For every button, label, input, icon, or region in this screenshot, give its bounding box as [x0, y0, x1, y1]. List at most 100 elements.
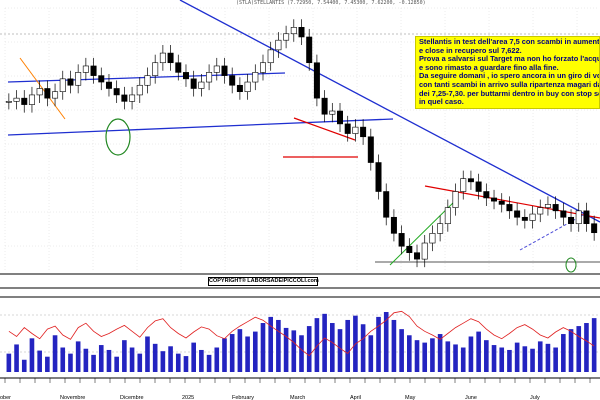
candle-body [467, 178, 474, 183]
candle-body [514, 210, 521, 218]
green-circle-marker [565, 257, 577, 273]
volume-bar [322, 313, 327, 372]
volume-bar [468, 336, 474, 372]
candle-body [98, 75, 105, 83]
annotation-line-2: e close in recupero sul 7,622. [419, 45, 522, 55]
candle-body [398, 233, 405, 247]
volume-bar [145, 336, 150, 372]
volume-bar [530, 348, 535, 372]
volume-bar [553, 347, 558, 372]
x-axis-label: June [465, 395, 477, 400]
volume-bar [345, 319, 351, 372]
volume-bar [376, 316, 381, 372]
volume-bar [60, 347, 66, 372]
candle-body [344, 123, 351, 134]
volume-bar [514, 342, 520, 372]
candle-body [82, 65, 89, 73]
x-axis-label: July [530, 395, 540, 400]
volume-bar [68, 353, 73, 372]
red-resistance-line-1 [293, 117, 356, 141]
candle-body [28, 94, 35, 105]
candle-body [568, 216, 575, 225]
volume-bar [407, 335, 412, 372]
candle-body [244, 81, 251, 93]
candle-body [583, 210, 590, 225]
volume-bar [183, 356, 189, 372]
candle-body [175, 62, 182, 73]
candle-body [506, 204, 513, 212]
annotation-line-8: in quel caso. [419, 97, 464, 107]
channel-bottom-line [7, 118, 394, 136]
oscillator-series [8, 310, 595, 357]
candle-body [136, 84, 143, 96]
volume-bar [21, 359, 27, 372]
volume-bar [122, 340, 127, 372]
volume-bar [484, 340, 489, 372]
volume-bar [175, 353, 181, 372]
candle-body [383, 191, 390, 218]
volume-bar [522, 346, 528, 372]
candle-body [321, 97, 328, 115]
volume-bar [75, 341, 81, 372]
volume-bar [245, 336, 250, 372]
volume-bar [276, 319, 281, 372]
candle-body [591, 223, 598, 234]
green-circle-marker [105, 118, 131, 156]
volume-bar [414, 340, 420, 372]
candle-body [298, 27, 305, 38]
candle-body [390, 216, 397, 234]
annotation-line-4: e sono rimasto a guardare fino alla fine… [419, 62, 559, 72]
x-axis-label: May [405, 395, 416, 400]
volume-series [6, 312, 597, 372]
candle-body [90, 65, 97, 76]
candle-body [159, 52, 166, 64]
candle-body [59, 78, 66, 93]
annotation-line-6: con tanti scambi in arrivo sulla riparte… [419, 79, 600, 89]
candle-body [498, 200, 505, 205]
red-resistance-line-2 [424, 185, 600, 219]
candle-body [537, 207, 544, 215]
candle-body [560, 210, 567, 218]
candle-body [182, 72, 189, 80]
candle-body [236, 84, 243, 93]
volume-bar [545, 343, 551, 372]
volume-bar [476, 331, 481, 372]
x-axis-label: 2025 [182, 395, 194, 400]
candle-body [475, 181, 482, 192]
volume-bar [114, 356, 119, 372]
volume-bar [561, 334, 566, 372]
candle-body [252, 72, 259, 83]
volume-bar [576, 326, 582, 372]
x-axis-label: Dicembre [120, 395, 144, 400]
volume-bar [422, 342, 428, 372]
volume-bar [591, 318, 597, 372]
candle-body [259, 62, 266, 73]
candle-body [452, 191, 459, 208]
volume-bar [137, 353, 143, 372]
candle-body [52, 91, 59, 99]
candlestick-series [5, 19, 598, 268]
candle-body [575, 210, 582, 225]
candle-body [483, 191, 490, 199]
volume-bar [191, 342, 196, 372]
candle-body [352, 126, 359, 134]
volume-bar [91, 354, 96, 372]
volume-bar [460, 347, 466, 372]
volume-bar [383, 312, 389, 372]
candle-body [105, 81, 112, 89]
long-downtrend-line [179, 0, 600, 223]
volume-bar [391, 319, 397, 372]
volume-bar [306, 326, 312, 372]
volume-bar [291, 330, 297, 372]
candle-body [267, 49, 274, 64]
volume-bar [537, 341, 543, 372]
candle-body [406, 245, 413, 253]
x-axis-label: February [232, 395, 254, 400]
volume-bar [314, 318, 320, 372]
volume-bar [98, 345, 104, 372]
annotation-line-1: Stellantis in test dell'area 7,5 con sca… [419, 37, 600, 46]
candle-body [360, 126, 367, 138]
candle-body [306, 36, 313, 64]
volume-bar [199, 349, 204, 372]
candle-body [552, 204, 559, 212]
